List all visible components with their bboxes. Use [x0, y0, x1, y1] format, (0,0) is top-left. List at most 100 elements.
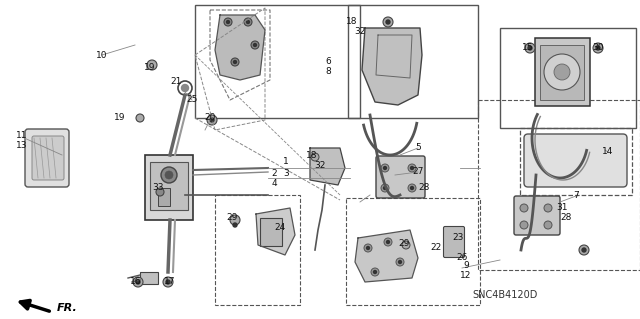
Polygon shape	[355, 230, 418, 282]
Circle shape	[231, 58, 239, 66]
FancyBboxPatch shape	[150, 162, 188, 210]
Circle shape	[544, 54, 580, 90]
Circle shape	[408, 164, 416, 172]
Bar	[478, 100, 640, 270]
Text: 13: 13	[16, 140, 28, 150]
Text: 18: 18	[307, 151, 317, 160]
FancyBboxPatch shape	[376, 156, 425, 198]
Circle shape	[133, 277, 143, 287]
Circle shape	[233, 223, 237, 227]
Text: FR.: FR.	[57, 303, 77, 313]
Text: 28: 28	[560, 213, 572, 222]
Circle shape	[161, 167, 177, 183]
FancyBboxPatch shape	[524, 134, 627, 187]
Circle shape	[207, 115, 217, 125]
Text: 26: 26	[456, 254, 468, 263]
Circle shape	[244, 18, 252, 26]
Text: 22: 22	[430, 243, 442, 253]
Circle shape	[386, 20, 390, 24]
FancyBboxPatch shape	[514, 196, 560, 235]
Circle shape	[520, 204, 528, 212]
Text: 16: 16	[131, 278, 141, 286]
Polygon shape	[256, 208, 295, 255]
Text: 31: 31	[556, 204, 568, 212]
Text: 12: 12	[460, 271, 472, 279]
Bar	[348, 5, 478, 118]
FancyBboxPatch shape	[25, 129, 69, 187]
Circle shape	[230, 215, 240, 225]
Text: 11: 11	[16, 130, 28, 139]
Text: 24: 24	[275, 224, 285, 233]
Text: 23: 23	[452, 234, 464, 242]
Circle shape	[593, 43, 603, 53]
Text: SNC4B4120D: SNC4B4120D	[472, 290, 538, 300]
Text: 1: 1	[283, 158, 289, 167]
Text: 15: 15	[522, 43, 534, 53]
Circle shape	[582, 248, 586, 252]
Text: 9: 9	[463, 261, 469, 270]
Circle shape	[234, 61, 237, 63]
Circle shape	[410, 167, 413, 169]
Circle shape	[410, 187, 413, 189]
Text: 29: 29	[227, 213, 237, 222]
Bar	[346, 198, 480, 305]
FancyBboxPatch shape	[535, 38, 590, 106]
Text: 7: 7	[573, 191, 579, 201]
Circle shape	[136, 280, 140, 284]
Text: 25: 25	[186, 95, 198, 105]
FancyBboxPatch shape	[145, 155, 193, 220]
Circle shape	[224, 18, 232, 26]
Circle shape	[528, 46, 532, 50]
Circle shape	[383, 167, 387, 169]
Text: 20: 20	[204, 114, 216, 122]
Text: 29: 29	[398, 239, 410, 248]
Circle shape	[246, 20, 250, 24]
Circle shape	[381, 164, 389, 172]
FancyBboxPatch shape	[444, 226, 465, 257]
Circle shape	[544, 221, 552, 229]
Circle shape	[525, 43, 535, 53]
Text: 33: 33	[152, 183, 164, 192]
Bar	[260, 218, 282, 246]
Circle shape	[520, 221, 528, 229]
Text: 19: 19	[144, 63, 156, 72]
Circle shape	[399, 261, 401, 263]
Circle shape	[544, 204, 552, 212]
Text: 32: 32	[355, 27, 365, 36]
Circle shape	[166, 280, 170, 284]
Circle shape	[371, 268, 379, 276]
Circle shape	[384, 238, 392, 246]
Text: 30: 30	[592, 43, 604, 53]
Text: 18: 18	[346, 18, 358, 26]
Polygon shape	[310, 148, 345, 185]
FancyBboxPatch shape	[32, 136, 64, 180]
Circle shape	[374, 271, 376, 273]
Circle shape	[383, 187, 387, 189]
Text: 6: 6	[325, 57, 331, 66]
Circle shape	[579, 245, 589, 255]
Circle shape	[156, 188, 164, 196]
Circle shape	[554, 64, 570, 80]
Text: 4: 4	[271, 179, 277, 188]
Circle shape	[182, 85, 189, 92]
Text: 10: 10	[96, 50, 108, 60]
Bar	[158, 188, 170, 206]
Bar	[195, 5, 360, 118]
Circle shape	[147, 60, 157, 70]
Circle shape	[596, 46, 600, 50]
Circle shape	[311, 153, 319, 161]
Text: 2: 2	[271, 168, 277, 177]
Polygon shape	[215, 15, 265, 80]
Circle shape	[387, 241, 390, 243]
Circle shape	[402, 241, 410, 249]
Circle shape	[165, 171, 173, 179]
Bar	[140, 272, 158, 284]
Text: 8: 8	[325, 68, 331, 77]
Circle shape	[396, 258, 404, 266]
Circle shape	[364, 244, 372, 252]
Circle shape	[408, 184, 416, 192]
Circle shape	[383, 17, 393, 27]
Circle shape	[227, 20, 230, 24]
Text: 5: 5	[415, 144, 421, 152]
Circle shape	[136, 114, 144, 122]
